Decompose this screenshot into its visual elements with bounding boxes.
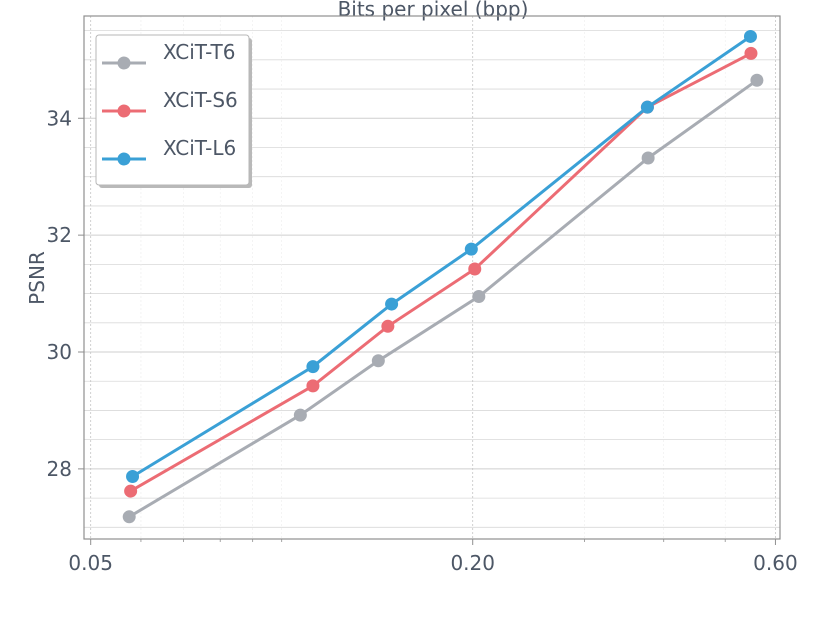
data-point: [381, 319, 395, 333]
data-point: [743, 29, 757, 43]
data-point: [744, 46, 758, 60]
y-axis-ticks: 28 30 32 34: [47, 106, 84, 481]
data-point: [124, 484, 138, 498]
x-tick-label: 0.05: [68, 551, 113, 575]
data-point: [371, 354, 385, 368]
data-point: [126, 469, 140, 483]
y-tick-label: 30: [47, 340, 72, 364]
series-line: [129, 52, 752, 493]
data-point: [640, 100, 654, 114]
legend-marker: [117, 104, 131, 118]
data-point: [464, 242, 478, 256]
x-axis-ticks: 0.05 0.20 0.60: [68, 539, 798, 575]
data-point: [293, 408, 307, 422]
x-tick-label: 0.20: [450, 551, 495, 575]
data-point: [306, 379, 320, 393]
legend-items: XCiT-T6 XCiT-S6 XCiT-L6: [102, 40, 238, 166]
data-point: [306, 360, 320, 374]
legend-label: XCiT-T6: [163, 40, 235, 64]
data-point: [750, 73, 764, 87]
plot-frame: [83, 15, 781, 540]
legend-label: XCiT-S6: [163, 88, 238, 112]
data-point: [122, 510, 136, 524]
legend-label: XCiT-L6: [163, 136, 236, 160]
series-line: [131, 35, 752, 478]
y-tick-label: 32: [47, 223, 72, 247]
y-tick-label: 34: [47, 106, 72, 130]
data-point: [472, 289, 486, 303]
data-point: [468, 262, 482, 276]
x-tick-label: 0.60: [753, 551, 798, 575]
chart-title: Bits per pixel (bpp): [338, 0, 529, 21]
series-layer: [122, 29, 764, 524]
data-point: [641, 151, 655, 165]
legend: XCiT-T6 XCiT-S6 XCiT-L6: [95, 34, 252, 188]
y-tick-label: 28: [47, 457, 72, 481]
legend-marker: [117, 56, 131, 70]
y-axis-title: PSNR: [25, 251, 49, 305]
legend-box: [95, 34, 250, 186]
legend-marker: [117, 152, 131, 166]
data-point: [385, 297, 399, 311]
series-line: [128, 79, 758, 519]
